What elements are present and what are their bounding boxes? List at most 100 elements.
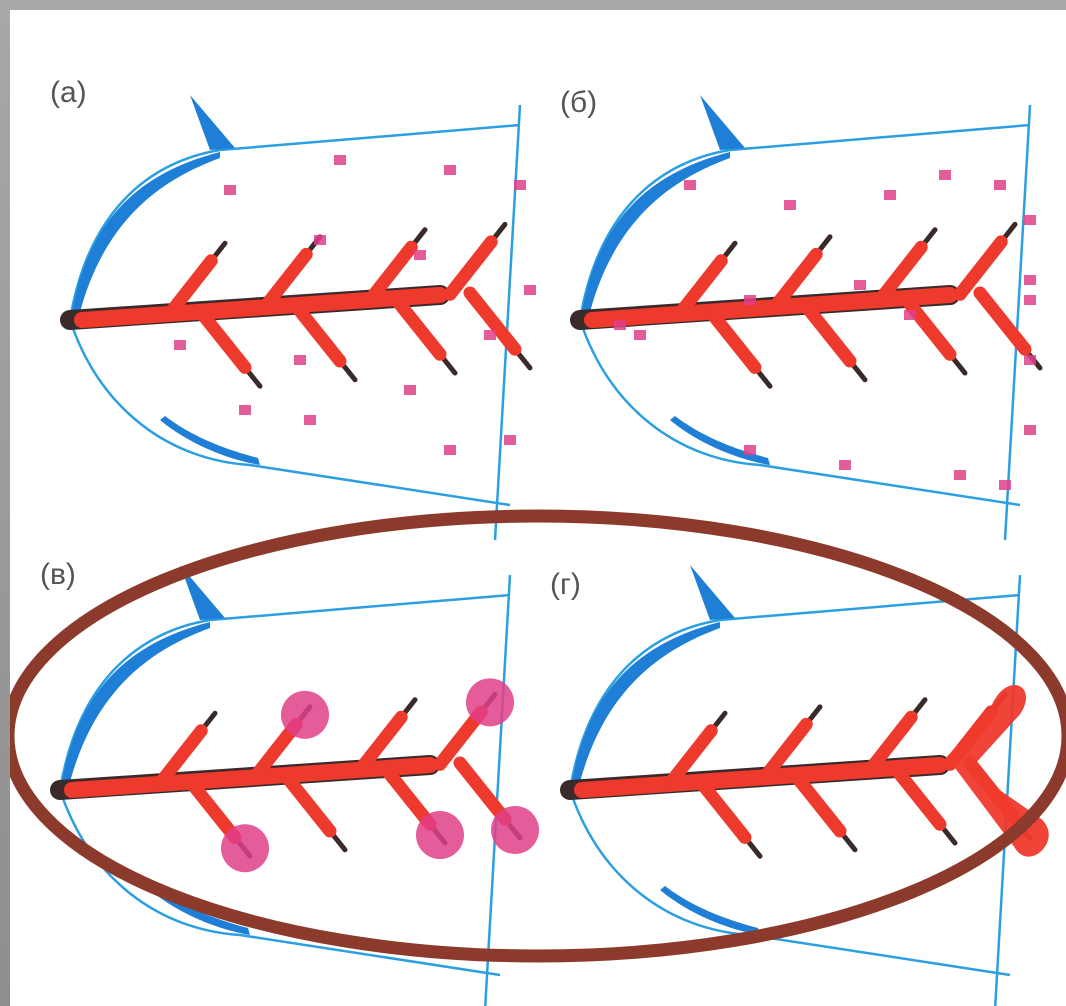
panel-v: (в) [40, 558, 539, 1006]
panel-a-dot-2 [444, 165, 456, 175]
fin-a [60, 95, 536, 541]
panel-v-spot-1 [466, 678, 514, 727]
panel-a-branch-3 [443, 235, 498, 301]
panel-a-fin-outline [68, 104, 522, 541]
panel-a-dot-9 [404, 385, 416, 395]
panel-v-label: (в) [40, 558, 76, 591]
panel-a-dot-3 [514, 180, 526, 190]
panel-g-fin-spike [690, 565, 735, 620]
panel-g-branch-0 [663, 724, 718, 790]
panel-a-dot-12 [444, 445, 456, 455]
panel-b-dot-12 [839, 460, 851, 470]
panel-b-branch-1 [768, 247, 823, 314]
panel-b-dot-2 [884, 190, 896, 200]
panel-v-branch-2 [353, 710, 408, 777]
panel-a-dot-13 [504, 435, 516, 445]
panel-v-branch-7 [453, 756, 512, 826]
panel-a-branch-1 [258, 247, 313, 314]
panel-v-spot-3 [416, 811, 464, 860]
panel-b-label: (б) [560, 86, 597, 119]
panel-a-dot-4 [314, 235, 326, 245]
panel-a-fin-edge-bottom [160, 416, 260, 465]
panel-g-branch-5 [788, 768, 847, 838]
fin-g [560, 565, 1049, 1006]
panel-v-fin-edge-bottom [150, 886, 250, 935]
panel-a: (а) [50, 76, 536, 541]
panel-b-dot-7 [1024, 295, 1036, 305]
panel-a-dot-11 [304, 415, 316, 425]
fin-v [50, 565, 539, 1006]
panel-g: (г) [550, 565, 1049, 1006]
panel-v-branch-6 [378, 761, 437, 831]
panel-a-dot-0 [224, 185, 236, 195]
panel-b-dot-16 [744, 295, 756, 305]
panel-b-dot-17 [854, 280, 866, 290]
fin-diagram: (а) (б) (в) (г) [10, 76, 1066, 1006]
panel-a-dot-5 [414, 250, 426, 260]
panel-a-fin-edge-top [72, 152, 220, 312]
fin-diagram-figure: (а) (б) (в) (г) [10, 10, 1066, 1006]
panel-v-spot-4 [491, 805, 539, 854]
panel-g-fin-edge-top [572, 622, 720, 782]
panel-v-branch-0 [153, 724, 208, 790]
panel-b-dot-11 [954, 470, 966, 480]
panel-b-branch-6 [898, 291, 957, 361]
panel-b-branch-2 [873, 240, 928, 307]
panel-b: (б) [560, 86, 1043, 541]
panel-a-branch-0 [163, 254, 218, 320]
panel-b-fin-edge-top [582, 152, 730, 312]
panel-b-dot-3 [939, 170, 951, 180]
panel-v-branch-1 [248, 717, 303, 784]
panel-g-branch-2 [863, 710, 918, 777]
panel-v-branch-5 [278, 768, 337, 838]
panel-v-branch-4 [183, 774, 242, 844]
panel-b-dot-1 [784, 200, 796, 210]
panel-a-dot-1 [334, 155, 346, 165]
panel-b-dot-0 [684, 180, 696, 190]
panel-b-dot-8 [1024, 355, 1036, 365]
fin-b [570, 95, 1043, 541]
panel-v-branch-3 [433, 705, 488, 771]
panel-v-spot-2 [221, 824, 269, 873]
panel-a-dot-8 [294, 355, 306, 365]
panel-a-branch-5 [288, 298, 347, 368]
panel-a-dot-10 [484, 330, 496, 340]
panel-g-branch-4 [693, 774, 752, 844]
panel-b-branch-3 [953, 235, 1008, 301]
panel-a-branch-4 [193, 304, 252, 374]
panel-b-branch-7 [973, 286, 1032, 356]
panel-b-dot-10 [999, 480, 1011, 490]
panel-v-fin-spike [180, 565, 225, 620]
panel-b-branch-0 [673, 254, 728, 320]
highlight-ellipse [10, 509, 1066, 963]
panel-g-branch-1 [758, 717, 813, 784]
panel-b-dot-13 [744, 445, 756, 455]
panel-v-spot-0 [281, 690, 329, 739]
panel-b-dot-18 [904, 310, 916, 320]
panel-b-branch-5 [798, 298, 857, 368]
panel-g-fused-blob [940, 685, 1049, 857]
panel-b-dot-14 [614, 320, 626, 330]
panel-v-fin-outline [58, 574, 512, 1006]
panel-a-branch-7 [463, 286, 522, 356]
panel-b-dot-4 [994, 180, 1006, 190]
panel-g-branch-6 [888, 761, 947, 831]
panel-g-label: (г) [550, 568, 581, 601]
panel-a-dot-14 [239, 405, 251, 415]
panel-a-branch-2 [363, 240, 418, 307]
panel-a-label: (а) [50, 76, 87, 109]
panel-b-fin-spike [700, 95, 745, 150]
panel-b-dot-9 [1024, 425, 1036, 435]
panel-b-dot-15 [634, 330, 646, 340]
panel-b-fin-outline [578, 104, 1032, 541]
panel-a-dot-7 [174, 340, 186, 350]
panel-a-fin-spike [190, 95, 235, 150]
panel-v-fin-edge-top [62, 622, 210, 782]
panel-b-dot-5 [1024, 215, 1036, 225]
panel-a-dot-6 [524, 285, 536, 295]
panel-a-branch-6 [388, 291, 447, 361]
panel-g-fin-edge-bottom [660, 886, 760, 935]
panel-b-dot-6 [1024, 275, 1036, 285]
panel-b-branch-4 [703, 304, 762, 374]
